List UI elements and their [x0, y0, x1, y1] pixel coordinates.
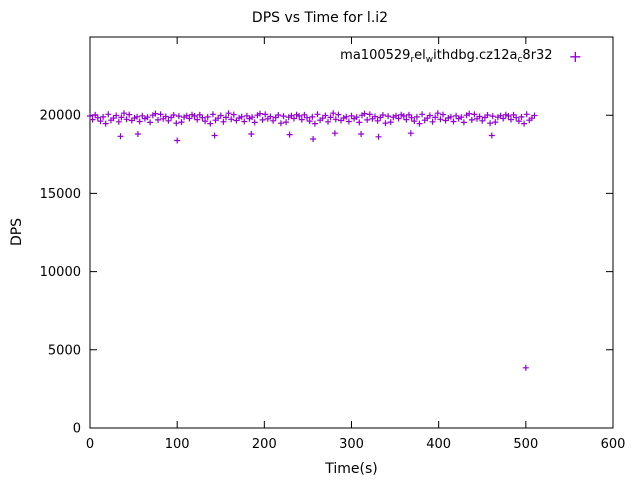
x-tick-label: 400: [426, 437, 451, 452]
chart-title: DPS vs Time for l.i2: [251, 10, 389, 26]
x-tick-label: 0: [86, 437, 94, 452]
y-tick-label: 0: [73, 422, 81, 437]
x-axis-label: Time(s): [325, 461, 378, 477]
axis-ticks: [89, 37, 614, 429]
legend-label-text: ma100529: [340, 48, 411, 63]
legend-label-text: 8r32: [522, 48, 553, 63]
x-tick-label: 200: [252, 437, 277, 452]
legend-label-text: el: [414, 48, 426, 63]
series-points: [87, 110, 538, 371]
y-tick-label: 10000: [40, 265, 81, 280]
legend-label-subscript: w: [425, 55, 434, 65]
legend: ma100529relwithdbg.cz12ac8r32 +: [340, 48, 582, 65]
x-tick-label: 600: [601, 437, 626, 452]
x-tick-label: 300: [339, 437, 364, 452]
legend-series-label: ma100529relwithdbg.cz12ac8r32: [340, 48, 552, 65]
legend-label-text: ithdbg.cz12a: [433, 48, 518, 63]
x-tick-label: 100: [165, 437, 190, 452]
plot-border: [89, 36, 614, 429]
legend-label-subscript: c: [517, 55, 523, 65]
y-tick-label: 20000: [40, 109, 81, 124]
y-tick-label: 5000: [48, 343, 81, 358]
y-tick-label: 15000: [40, 187, 81, 202]
legend-label-subscript: r: [410, 55, 415, 65]
y-axis-label: DPS: [9, 217, 25, 247]
legend-plus-marker: +: [568, 46, 582, 66]
x-tick-label: 500: [513, 437, 538, 452]
